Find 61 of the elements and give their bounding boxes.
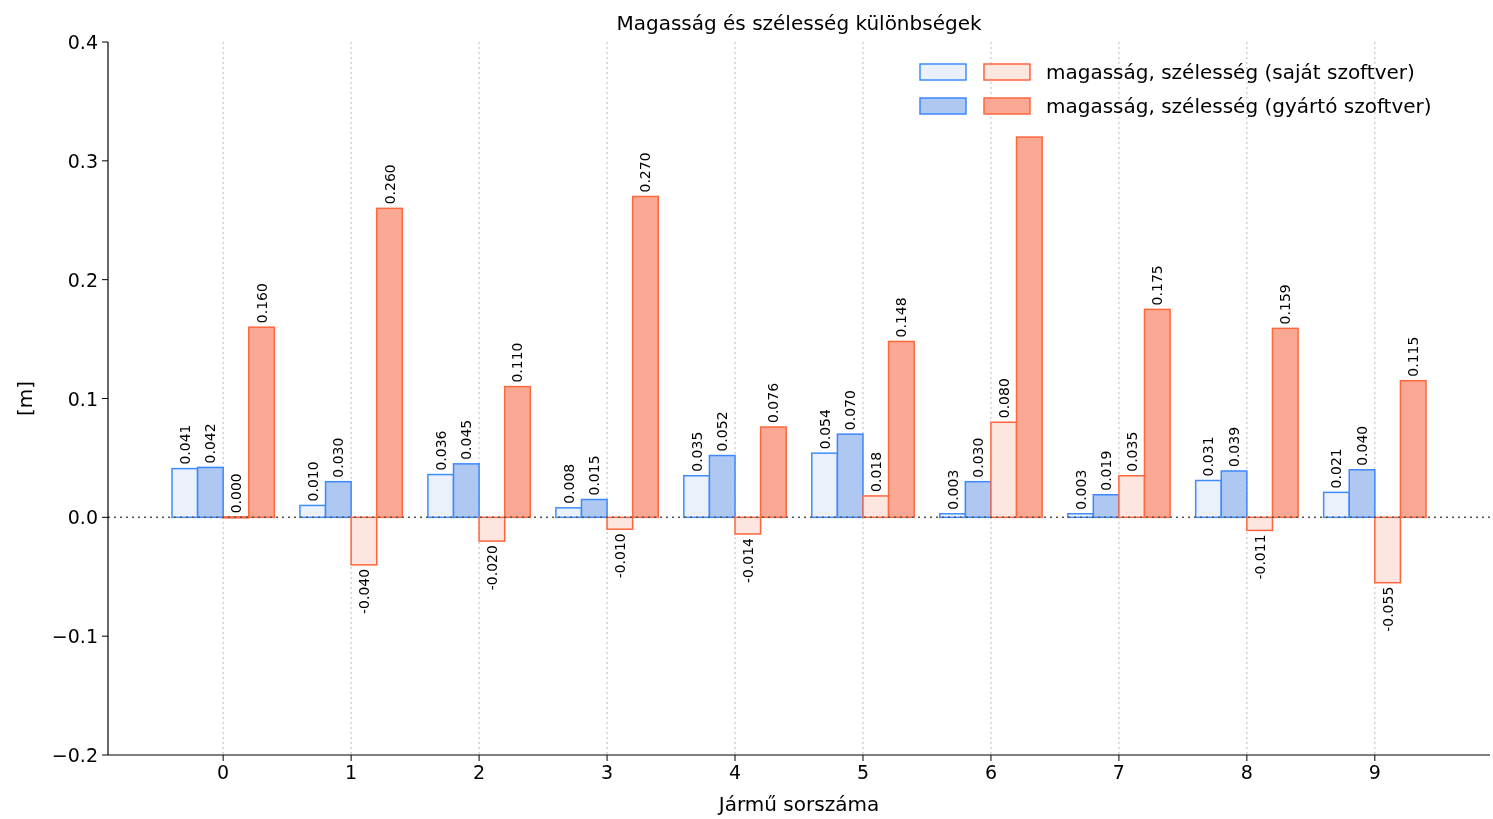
x-axis-title: Jármű sorszáma xyxy=(716,792,880,816)
x-tick-label: 7 xyxy=(1112,761,1125,783)
data-label: 0.175 xyxy=(1149,265,1166,306)
data-label: 0.030 xyxy=(330,437,347,478)
y-tick-label: −0.2 xyxy=(51,744,98,766)
data-label: 0.035 xyxy=(688,431,705,472)
y-tick-label: 0.0 xyxy=(67,506,98,529)
data-label: -0.014 xyxy=(739,537,756,584)
data-label: 0.260 xyxy=(381,164,398,205)
y-tick-label: 0.4 xyxy=(67,31,98,53)
y-axis-title: [m] xyxy=(13,380,37,417)
data-label: -0.020 xyxy=(483,545,500,591)
data-label: 0.042 xyxy=(202,423,219,464)
data-label: 0.052 xyxy=(714,411,731,452)
y-tick-label: −0.1 xyxy=(51,625,98,648)
data-label: 0.010 xyxy=(304,461,321,502)
legend-label: magasság, szélesség (gyártó szoftver) xyxy=(1046,94,1432,118)
x-tick-label: 2 xyxy=(473,761,486,783)
x-tick-label: 4 xyxy=(728,761,742,783)
x-tick-label: 3 xyxy=(601,761,614,783)
data-label: 0.080 xyxy=(995,378,1012,419)
y-tick-label: 0.1 xyxy=(67,387,98,410)
data-label: 0.110 xyxy=(509,342,526,383)
data-label: -0.011 xyxy=(1251,534,1268,580)
data-label: 0.035 xyxy=(1123,431,1140,472)
data-label: 0.031 xyxy=(1200,436,1217,477)
data-label: 0.270 xyxy=(637,152,654,193)
data-label: 0.070 xyxy=(842,390,859,431)
x-tick-label: 6 xyxy=(984,761,997,783)
data-label: 0.000 xyxy=(227,473,244,514)
data-label: -0.055 xyxy=(1379,586,1396,632)
x-tick-label: 8 xyxy=(1240,761,1253,783)
data-label: 0.015 xyxy=(586,455,603,496)
data-label: 0.003 xyxy=(944,469,961,510)
x-tick-label: 9 xyxy=(1368,761,1381,783)
data-label: 0.159 xyxy=(1277,284,1294,325)
data-label: 0.160 xyxy=(253,283,270,324)
data-label: 0.008 xyxy=(560,463,577,504)
x-tick-label: 0 xyxy=(217,761,230,783)
x-tick-label: 5 xyxy=(856,761,870,783)
data-label: 0.041 xyxy=(176,424,193,465)
data-label: -0.010 xyxy=(611,533,628,579)
data-label: 0.030 xyxy=(970,437,987,478)
data-label: -0.040 xyxy=(355,568,372,615)
data-label: 0.148 xyxy=(893,297,910,338)
data-label: 0.018 xyxy=(867,451,884,492)
data-label: 0.076 xyxy=(765,382,782,424)
y-tick-label: 0.3 xyxy=(67,149,98,172)
data-label: 0.040 xyxy=(1354,425,1371,466)
data-label: 0.021 xyxy=(1328,448,1345,489)
data-label: 0.045 xyxy=(458,419,475,460)
data-label: 0.003 xyxy=(1072,469,1089,510)
legend-label: magasság, szélesség (saját szoftver) xyxy=(1046,60,1415,84)
data-label: 0.039 xyxy=(1226,426,1243,467)
data-label: 0.036 xyxy=(432,430,449,471)
data-label: 0.054 xyxy=(816,408,833,450)
chart-title: Magasság és szélesség különbségek xyxy=(616,11,982,35)
y-tick-label: 0.2 xyxy=(67,268,98,291)
data-label: 0.115 xyxy=(1405,336,1422,377)
x-tick-label: 1 xyxy=(345,761,358,783)
data-label: 0.019 xyxy=(1098,450,1115,491)
